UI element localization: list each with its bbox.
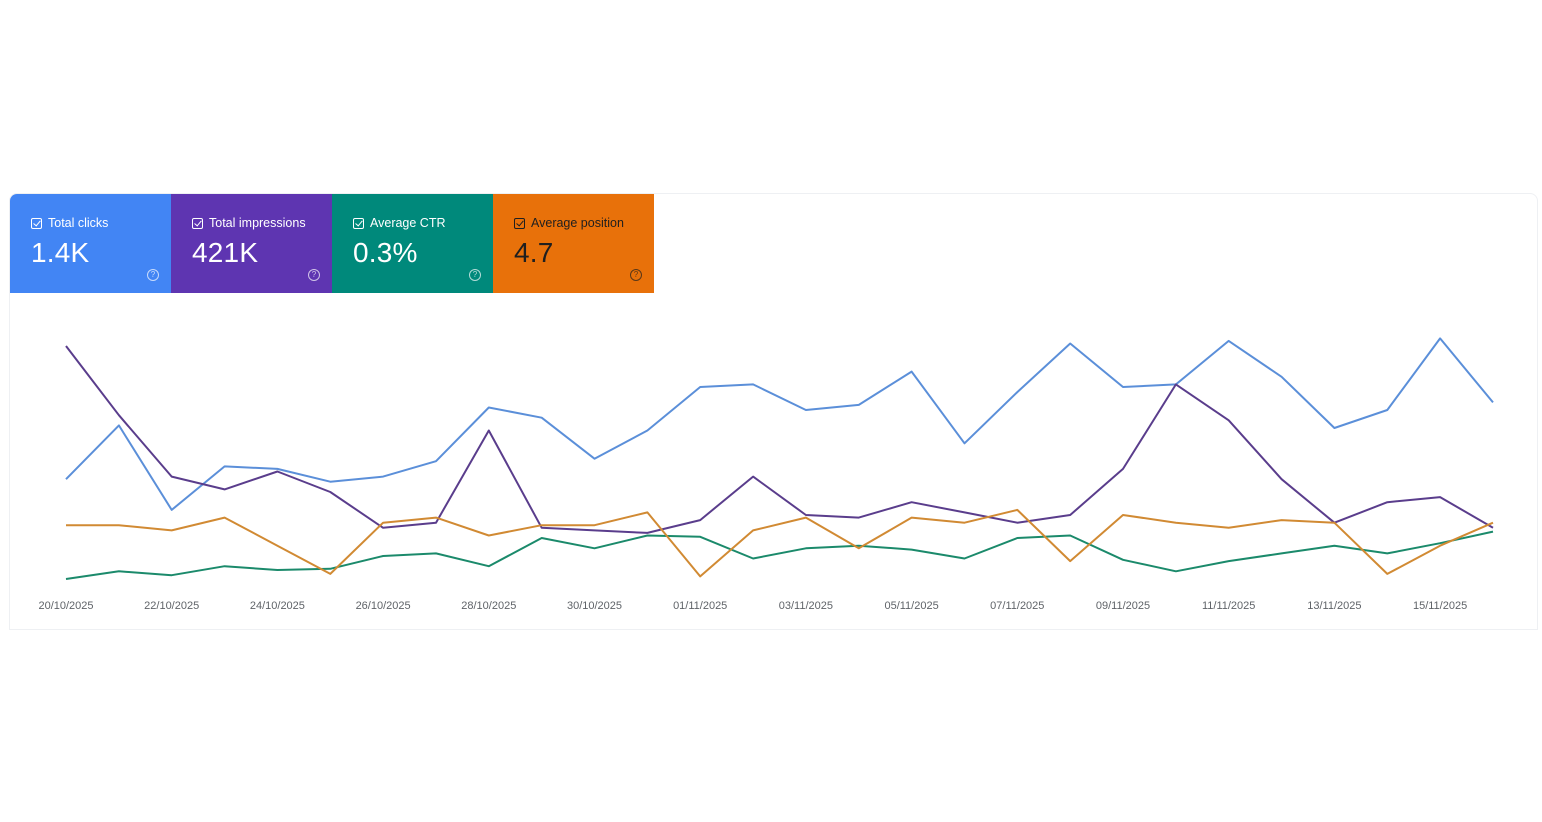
series-line-ctr	[65, 530, 1494, 580]
checkbox-checked-icon[interactable]	[192, 217, 203, 229]
card-header: Total clicks	[31, 215, 171, 231]
checkbox-checked-icon[interactable]	[353, 217, 364, 229]
x-tick-label: 05/11/2025	[884, 600, 938, 612]
x-tick-label: 28/10/2025	[461, 600, 516, 612]
x-tick-label: 20/10/2025	[38, 600, 93, 612]
help-icon[interactable]: ?	[469, 269, 481, 281]
card-value: 4.7	[514, 237, 554, 268]
performance-chart: 20/10/2025 22/10/2025 24/10/2025 26/10/2025…	[10, 293, 1537, 629]
x-tick-label: 09/11/2025	[1096, 600, 1150, 612]
total-clicks-card[interactable]: Total clicks 1.4K ?	[10, 194, 171, 293]
metric-cards: Total clicks 1.4K ? Total impressions 42…	[10, 194, 654, 293]
card-header: Average CTR	[353, 215, 493, 231]
card-value: 0.3%	[353, 237, 418, 268]
card-header: Average position	[514, 215, 654, 231]
x-tick-label: 01/11/2025	[673, 600, 727, 612]
average-ctr-card[interactable]: Average CTR 0.3% ?	[332, 194, 493, 293]
series-line-position	[66, 508, 1494, 578]
card-value: 1.4K	[31, 237, 90, 268]
card-value: 421K	[192, 237, 259, 268]
total-impressions-card[interactable]: Total impressions 421K ?	[171, 194, 332, 293]
card-label: Total clicks	[48, 216, 109, 230]
checkbox-checked-icon[interactable]	[31, 217, 42, 229]
x-tick-label: 13/11/2025	[1307, 600, 1361, 612]
card-label: Total impressions	[209, 216, 306, 230]
card-label: Average position	[531, 216, 624, 230]
help-icon[interactable]: ?	[308, 269, 320, 281]
series-line-clicks	[65, 337, 1494, 511]
help-icon[interactable]: ?	[630, 269, 642, 281]
x-tick-label: 11/11/2025	[1202, 600, 1255, 612]
x-tick-label: 22/10/2025	[144, 600, 199, 612]
x-tick-label: 03/11/2025	[779, 600, 833, 612]
x-tick-label: 24/10/2025	[250, 600, 305, 612]
x-tick-label: 07/11/2025	[990, 600, 1044, 612]
x-tick-label: 15/11/2025	[1413, 600, 1467, 612]
x-tick-label: 26/10/2025	[356, 600, 411, 612]
average-position-card[interactable]: Average position 4.7 ?	[493, 194, 654, 293]
card-label: Average CTR	[370, 216, 446, 230]
series-line-impressions	[65, 345, 1494, 534]
x-tick-label: 30/10/2025	[567, 600, 622, 612]
card-header: Total impressions	[192, 215, 332, 231]
line-chart: 20/10/2025 22/10/2025 24/10/2025 26/10/2025…	[38, 337, 1494, 612]
help-icon[interactable]: ?	[147, 269, 159, 281]
performance-panel: Total clicks 1.4K ? Total impressions 42…	[9, 193, 1538, 630]
checkbox-checked-icon[interactable]	[514, 217, 525, 229]
